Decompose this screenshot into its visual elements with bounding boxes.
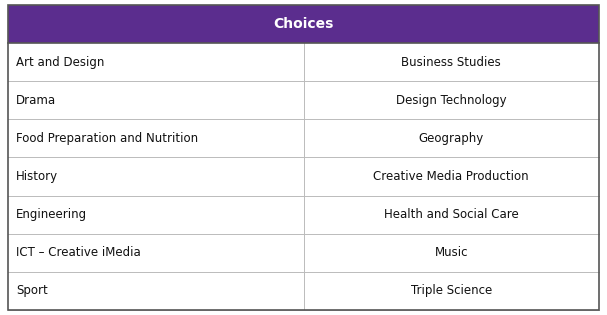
Text: Design Technology: Design Technology — [396, 94, 507, 107]
Text: Business Studies: Business Studies — [401, 55, 501, 69]
Bar — [8, 5, 599, 43]
Text: Creative Media Production: Creative Media Production — [373, 170, 529, 183]
Text: Geography: Geography — [419, 132, 484, 145]
Text: Drama: Drama — [16, 94, 56, 107]
Text: Health and Social Care: Health and Social Care — [384, 208, 518, 221]
Text: ICT – Creative iMedia: ICT – Creative iMedia — [16, 246, 141, 259]
Text: Engineering: Engineering — [16, 208, 87, 221]
Text: Triple Science: Triple Science — [410, 284, 492, 297]
Text: History: History — [16, 170, 58, 183]
Text: Choices: Choices — [273, 17, 334, 31]
Text: Music: Music — [435, 246, 468, 259]
Text: Art and Design: Art and Design — [16, 55, 104, 69]
Text: Sport: Sport — [16, 284, 48, 297]
Text: Food Preparation and Nutrition: Food Preparation and Nutrition — [16, 132, 198, 145]
